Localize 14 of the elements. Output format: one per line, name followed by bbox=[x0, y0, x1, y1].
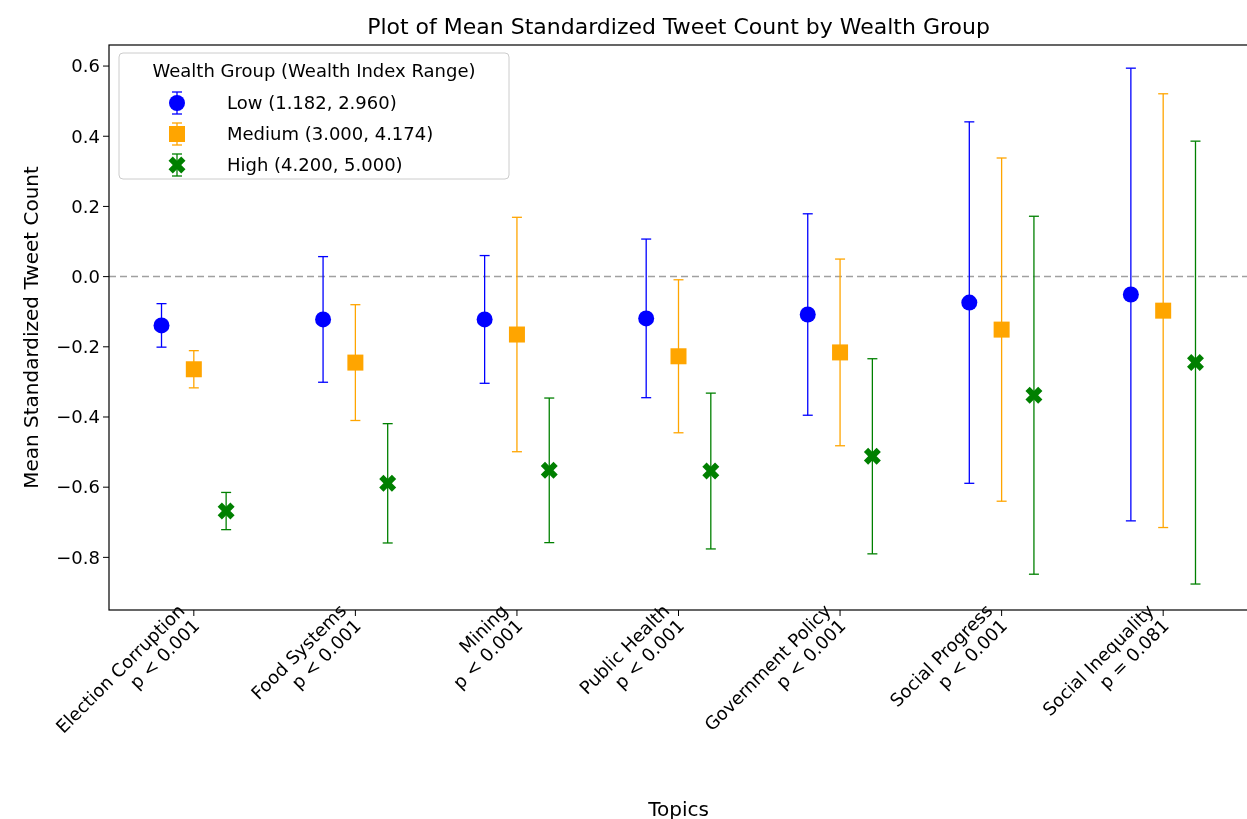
y-tick-label: 0.6 bbox=[71, 55, 100, 77]
y-tick-label: −0.8 bbox=[56, 546, 100, 568]
y-tick-label: 0.2 bbox=[71, 195, 100, 217]
legend-label: High (4.200, 5.000) bbox=[227, 154, 403, 176]
chart-title: Plot of Mean Standardized Tweet Count by Wealth Group bbox=[367, 14, 990, 39]
y-tick-label: −0.4 bbox=[56, 406, 100, 428]
legend-title: Wealth Group (Wealth Index Range) bbox=[152, 60, 476, 81]
y-tick-label: 0.0 bbox=[71, 265, 100, 287]
y-axis-title: Mean Standardized Tweet Count bbox=[19, 165, 43, 489]
y-tick-label: 0.4 bbox=[71, 125, 100, 147]
y-tick-label: −0.6 bbox=[56, 476, 100, 498]
y-tick-label: −0.2 bbox=[56, 336, 100, 358]
legend-label: Medium (3.000, 4.174) bbox=[227, 123, 434, 145]
legend-label: Low (1.182, 2.960) bbox=[227, 92, 397, 114]
